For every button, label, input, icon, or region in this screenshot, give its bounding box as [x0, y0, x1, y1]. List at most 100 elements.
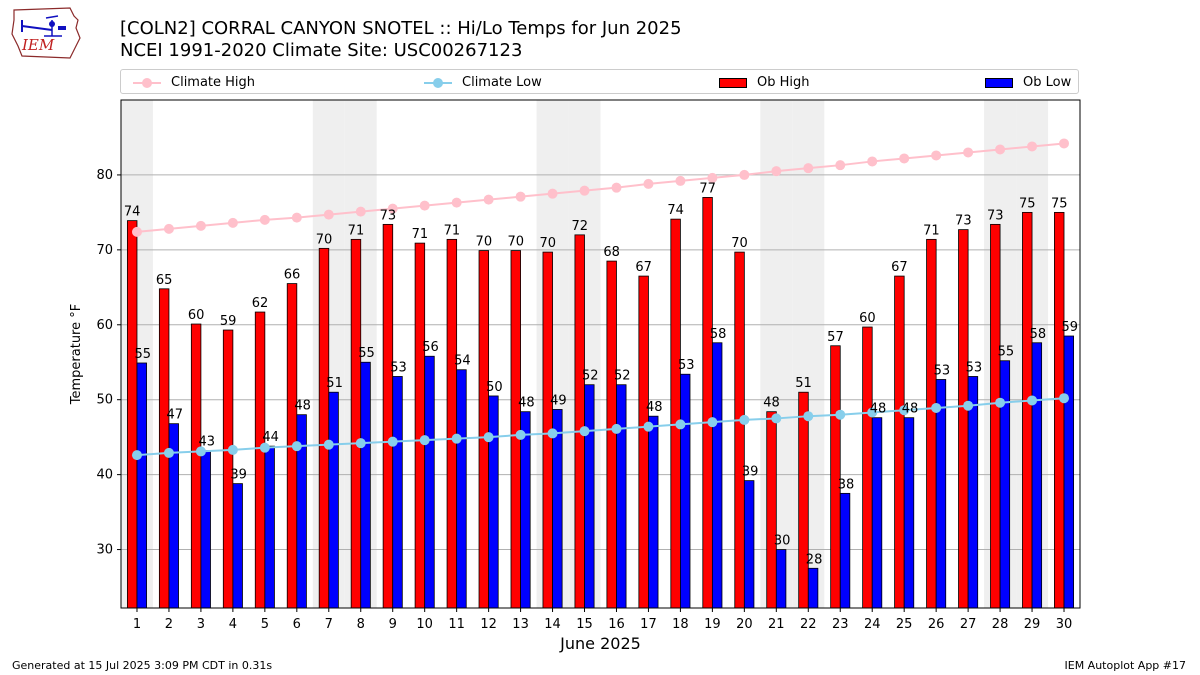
data-label-ob-high: 70: [731, 236, 748, 251]
data-label-ob-high: 71: [348, 223, 365, 238]
data-label-ob-low: 58: [710, 327, 727, 342]
bar-ob-low: [903, 417, 915, 609]
x-tick-label: 1: [133, 617, 141, 632]
data-label-ob-low: 54: [454, 354, 471, 369]
bar-ob-low: [1063, 335, 1075, 609]
x-tick-label: 16: [608, 617, 625, 632]
legend-item-climate-low: Climate Low: [424, 70, 542, 95]
point-climate-low: [355, 438, 366, 449]
data-label-ob-low: 44: [262, 430, 279, 445]
x-tick-label: 26: [928, 617, 945, 632]
point-climate-low: [707, 417, 718, 428]
point-climate-low: [931, 402, 942, 413]
point-climate-low: [547, 428, 558, 439]
point-climate-high: [355, 206, 366, 217]
y-tick-label: 30: [96, 543, 113, 558]
point-climate-low: [675, 419, 686, 430]
bar-ob-low: [456, 369, 467, 609]
point-climate-low: [131, 450, 142, 461]
data-label-ob-high: 68: [603, 245, 620, 260]
data-label-ob-high: 71: [444, 223, 461, 238]
point-climate-high: [995, 144, 1006, 155]
point-climate-high: [1027, 141, 1038, 152]
x-tick-label: 9: [389, 617, 397, 632]
bar-ob-high: [254, 311, 266, 609]
point-climate-high: [291, 212, 302, 223]
x-tick-label: 27: [960, 617, 977, 632]
point-climate-high: [483, 194, 494, 205]
bar-ob-high: [478, 250, 490, 609]
data-label-ob-low: 49: [550, 393, 567, 408]
bar-ob-low: [775, 549, 787, 609]
bar-ob-low: [871, 417, 883, 609]
point-climate-high: [195, 220, 206, 231]
bar-ob-high: [638, 275, 649, 609]
bar-ob-high: [382, 223, 394, 609]
point-climate-low: [163, 447, 174, 458]
data-label-ob-high: 48: [763, 396, 780, 411]
bar-ob-low: [967, 376, 979, 609]
y-axis-label: Temperature °F: [69, 304, 84, 405]
point-climate-high: [579, 185, 590, 196]
point-climate-high: [931, 150, 942, 161]
bar-ob-low: [136, 362, 147, 609]
bar-ob-high: [446, 238, 458, 609]
point-climate-high: [387, 203, 398, 214]
data-label-ob-high: 67: [891, 260, 908, 275]
bar-ob-low: [1031, 342, 1043, 609]
x-tick-label: 3: [197, 617, 205, 632]
data-label-ob-low: 58: [1030, 327, 1047, 342]
data-label-ob-low: 52: [582, 369, 599, 384]
data-label-ob-low: 53: [390, 360, 407, 375]
legend-item-ob-low: Ob Low: [985, 70, 1071, 95]
point-climate-high: [643, 178, 654, 189]
bar-ob-low: [488, 395, 499, 609]
data-label-ob-high: 70: [539, 236, 556, 251]
data-label-ob-high: 72: [571, 219, 588, 234]
point-climate-high: [707, 172, 718, 183]
bar-ob-high: [862, 326, 873, 609]
bar-ob-low: [616, 384, 627, 609]
data-label-ob-high: 73: [955, 214, 972, 229]
bar-ob-high: [1022, 211, 1033, 609]
point-climate-low: [995, 397, 1006, 408]
data-label-ob-high: 65: [156, 273, 173, 288]
point-climate-low: [611, 423, 622, 434]
bar-ob-low: [264, 445, 275, 609]
point-climate-low: [451, 433, 462, 444]
point-climate-low: [643, 421, 654, 432]
bar-ob-low: [743, 480, 755, 609]
data-label-ob-high: 70: [316, 232, 333, 247]
bar-ob-low: [552, 409, 563, 609]
data-label-ob-low: 38: [838, 477, 855, 492]
x-axis-label: June 2025: [559, 634, 641, 653]
point-climate-high: [227, 217, 238, 228]
legend-label: Ob Low: [1023, 75, 1072, 90]
point-climate-high: [547, 188, 558, 199]
data-label-ob-high: 51: [795, 376, 812, 391]
data-label-ob-high: 74: [124, 205, 141, 220]
x-tick-label: 19: [704, 617, 721, 632]
data-label-ob-low: 39: [742, 465, 759, 480]
data-label-ob-high: 77: [699, 181, 716, 196]
x-tick-label: 30: [1056, 617, 1073, 632]
bar-ob-low: [839, 492, 851, 609]
x-tick-label: 5: [261, 617, 269, 632]
y-tick-label: 40: [96, 468, 113, 483]
x-tick-label: 18: [672, 617, 689, 632]
point-climate-low: [291, 441, 302, 452]
data-label-ob-low: 48: [646, 400, 663, 415]
x-tick-label: 22: [800, 617, 817, 632]
bar-ob-high: [766, 411, 777, 609]
data-label-ob-low: 56: [422, 340, 439, 355]
point-climate-low: [323, 439, 334, 450]
bar-ob-high: [1054, 211, 1065, 609]
data-label-ob-low: 28: [806, 552, 823, 567]
x-tick-label: 7: [325, 617, 333, 632]
bar-ob-low: [232, 483, 243, 609]
bar-ob-high: [894, 275, 905, 609]
data-label-ob-high: 71: [412, 227, 429, 242]
bar-ob-low: [648, 415, 659, 609]
y-tick-label: 50: [96, 393, 113, 408]
data-label-ob-high: 57: [827, 330, 844, 345]
